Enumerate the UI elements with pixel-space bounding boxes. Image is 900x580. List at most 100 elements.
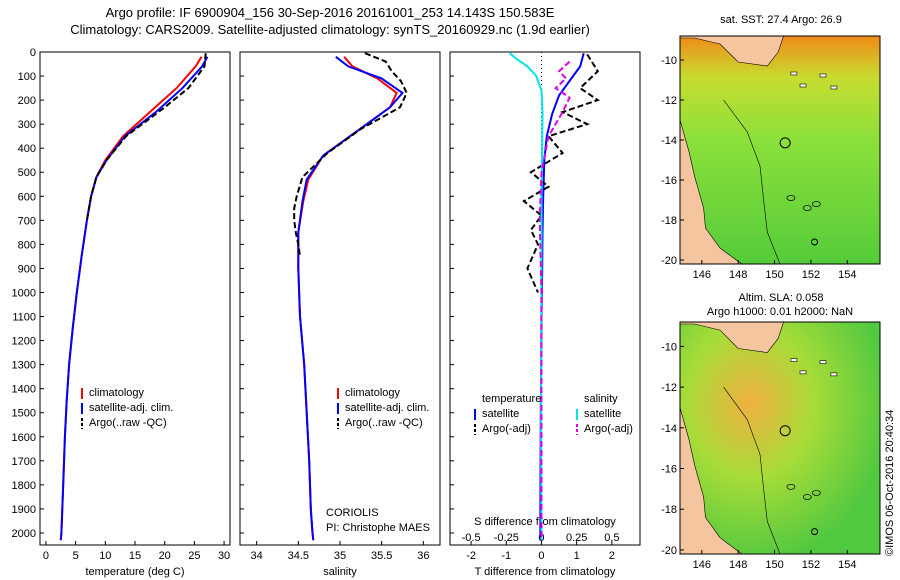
sla-map-title-line2: Argo h1000: 0.01 h2000: NaN — [706, 306, 854, 318]
y-tick-label: 1300 — [12, 360, 36, 372]
chart-title-line1: Argo profile: IF 6900904_156 30-Sep-2016… — [105, 5, 555, 20]
y-tick-label: 1000 — [12, 287, 36, 299]
legend-label: Argo(..raw -QC) — [89, 417, 167, 429]
y-tick-label: 1800 — [12, 480, 36, 492]
series-satellite-adj-clim- — [59, 56, 209, 541]
y-tick-label: 300 — [18, 119, 36, 131]
island — [799, 370, 807, 375]
legend-label: Argo(..raw -QC) — [345, 417, 423, 429]
x-tick-label: 34 — [251, 550, 263, 562]
legend-label: climatology — [345, 387, 401, 399]
map-field — [680, 36, 880, 264]
x-tick-label: 1 — [574, 550, 580, 562]
map-y-tick-label: -12 — [661, 95, 677, 107]
map-x-tick-label: 152 — [802, 269, 820, 281]
map-y-tick-label: -10 — [661, 341, 677, 353]
x2-axis-label: S difference from climatology — [474, 516, 616, 528]
y-tick-label: 1200 — [12, 336, 36, 348]
map-x-tick-label: 148 — [729, 269, 747, 281]
x-tick-label: 2 — [609, 550, 615, 562]
island — [830, 85, 838, 90]
x-tick-label: 36 — [417, 550, 429, 562]
series-salinity-argo-adj- — [538, 60, 571, 541]
x-tick-label: 10 — [99, 550, 111, 562]
x-axis-label: salinity — [323, 566, 357, 578]
map-x-tick-label: 148 — [729, 559, 747, 571]
reef-outline — [786, 483, 796, 490]
island — [819, 73, 827, 78]
legend-label: satellite — [482, 408, 519, 420]
y-tick-label: 1600 — [12, 432, 36, 444]
secondary-marker — [811, 238, 819, 246]
map-y-tick-label: -20 — [661, 255, 677, 267]
legend-label: satellite — [584, 408, 621, 420]
x-axis-label: T difference from climatology — [475, 566, 616, 578]
x-tick-label: 35 — [334, 550, 346, 562]
x-tick-label: 34.5 — [288, 550, 309, 562]
y-tick-label: 100 — [18, 71, 36, 83]
legend-label: climatology — [89, 387, 145, 399]
reef-outline — [812, 201, 821, 207]
profile-panel-2: 34 34.5 35 35.5 36 salinity climatology satelli… — [239, 51, 441, 578]
island — [830, 372, 838, 377]
island — [799, 83, 807, 88]
series-argo-raw-qc- — [293, 52, 408, 257]
y-tick-label: 900 — [18, 263, 36, 275]
x2-tick-label: -0.5 — [462, 532, 481, 544]
y-tick-label: 1900 — [12, 504, 36, 516]
depth-contour — [723, 386, 781, 555]
y-tick-label: 800 — [18, 239, 36, 251]
map-y-tick-label: -12 — [661, 382, 677, 394]
sst-map: -10 -12 -14 -16 -18 -20 146 148 150 152 154 — [661, 35, 881, 281]
x-tick-label: 15 — [129, 550, 141, 562]
series-satellite-adj-clim- — [297, 56, 404, 541]
map-x-tick-label: 152 — [802, 559, 820, 571]
series-argo-raw-qc- — [85, 53, 207, 221]
argo-position-marker — [779, 425, 791, 437]
land-new-guinea — [679, 35, 785, 67]
map-frame — [679, 321, 881, 555]
reef-outline — [812, 490, 821, 496]
reef-outline — [802, 494, 812, 500]
map-y-tick-label: -16 — [661, 175, 677, 187]
x-tick-label: -2 — [466, 550, 476, 562]
sla-map-title-line1: Altim. SLA: 0.058 — [738, 292, 824, 304]
reef-outline — [802, 205, 812, 211]
chart-title-line2: Climatology: CARS2009. Satellite-adjuste… — [70, 22, 590, 37]
plot-frame — [449, 51, 641, 546]
x-tick-label: 35.5 — [371, 550, 392, 562]
map-y-tick-label: -14 — [661, 423, 677, 435]
x-tick-label: 25 — [188, 550, 200, 562]
annotation-pi: PI: Christophe MAES — [326, 522, 430, 534]
y-tick-label: 500 — [18, 167, 36, 179]
x-tick-label: 0 — [538, 550, 544, 562]
reef-outline — [786, 195, 796, 201]
y-tick-label: 200 — [18, 95, 36, 107]
land-new-guinea — [679, 321, 785, 353]
x-axis-label: temperature (deg C) — [85, 566, 184, 578]
x2-tick-label: 0.5 — [604, 532, 619, 544]
profile-panel-1: 0100200300400500600700800900100011001200… — [12, 47, 231, 578]
map-frame — [679, 35, 881, 265]
x-tick-label: 20 — [159, 550, 171, 562]
map-y-tick-label: -18 — [661, 215, 677, 227]
y-tick-label: 1700 — [12, 456, 36, 468]
x-tick-label: 30 — [218, 550, 230, 562]
legend-label: Argo(-adj) — [482, 423, 531, 435]
x2-tick-label: 0.25 — [566, 532, 587, 544]
series-temperature-argo-adj- — [522, 53, 601, 293]
y-tick-label: 0 — [30, 47, 36, 59]
map-y-tick-label: -20 — [661, 545, 677, 557]
map-x-tick-label: 150 — [765, 269, 783, 281]
island — [790, 358, 798, 362]
map-y-tick-label: -14 — [661, 135, 677, 147]
map-field — [680, 322, 880, 554]
y-tick-label: 700 — [18, 215, 36, 227]
legend-label: Argo(-adj) — [584, 423, 633, 435]
map-x-tick-label: 146 — [693, 559, 711, 571]
y-tick-label: 600 — [18, 191, 36, 203]
x2-tick-label: -0.25 — [494, 532, 519, 544]
y-tick-label: 2000 — [12, 528, 36, 540]
